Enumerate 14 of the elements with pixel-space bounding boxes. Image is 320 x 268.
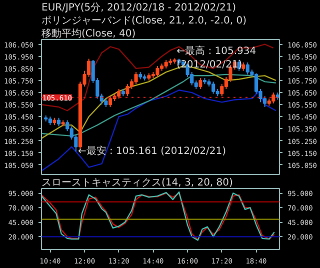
chart-title: スローストキャスティクス(14, 3, 20, 80)	[42, 178, 234, 188]
candlestick	[156, 66, 160, 78]
candlestick	[117, 88, 121, 100]
candlestick	[198, 78, 202, 90]
line-series	[42, 44, 274, 112]
candlestick	[134, 72, 138, 85]
text: 移動平均(Close, 40)	[42, 28, 136, 40]
candlestick	[108, 96, 112, 108]
chart-title: EUR/JPY(5分, 2012/02/18 - 2012/02/21)	[42, 2, 236, 14]
candlestick	[246, 62, 250, 75]
candlestick	[126, 84, 130, 97]
candlestick	[272, 92, 276, 104]
chart-subtitle: ボリンジャーバンド(Close, 21, 2.0, -2.0, 0)	[42, 16, 247, 26]
annotation: ←最安 : 105.161 (2012/02/21)	[78, 144, 226, 157]
